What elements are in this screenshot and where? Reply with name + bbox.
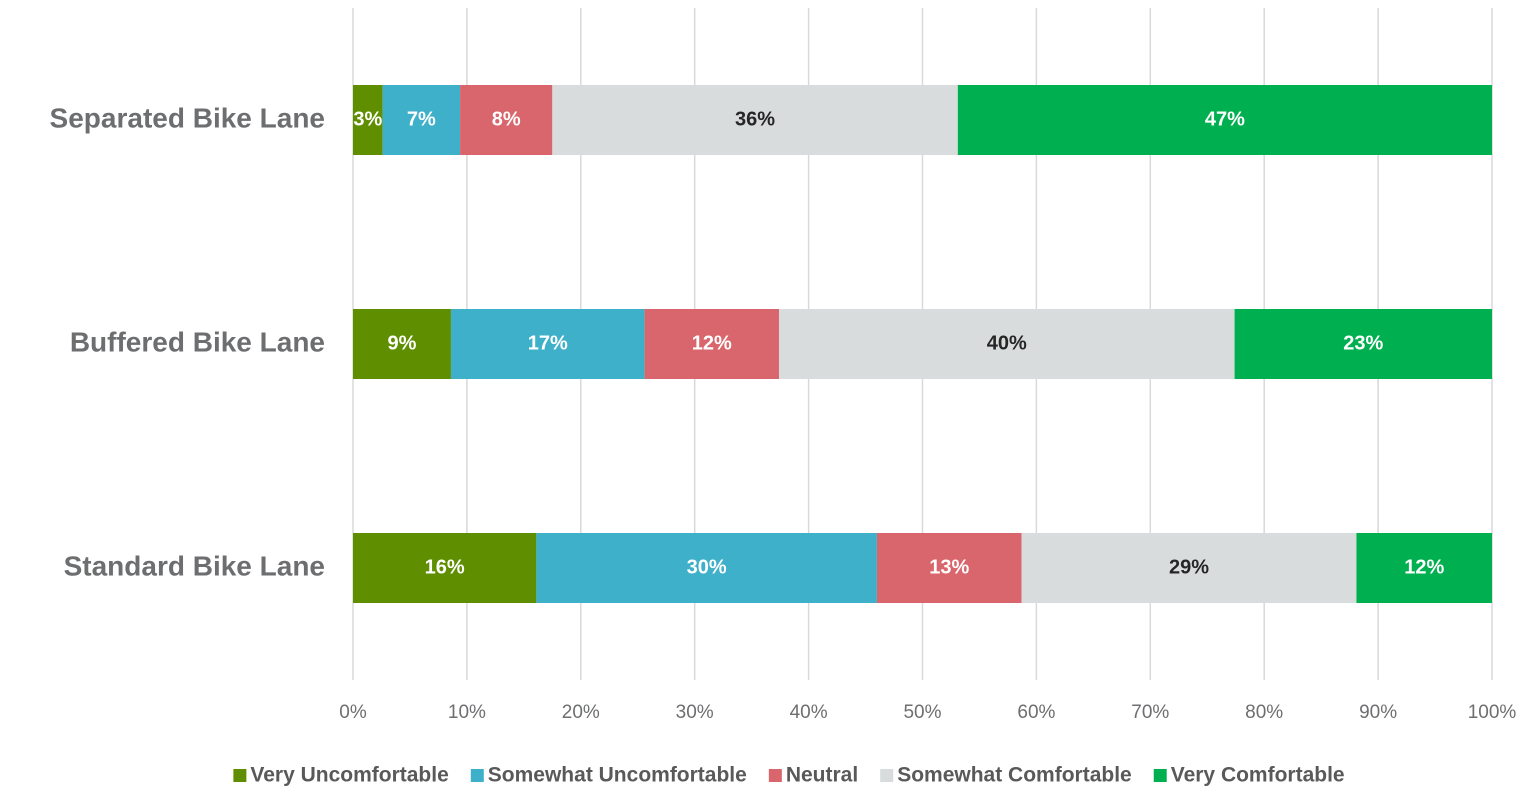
data-label: 16% (425, 556, 465, 578)
data-label: 36% (735, 108, 775, 130)
legend-label: Very Uncomfortable (250, 764, 448, 787)
legend-swatch (768, 769, 782, 782)
x-tick-label: 50% (903, 702, 941, 723)
bar-segment (353, 85, 383, 155)
legend-swatch (880, 769, 894, 782)
category-label: Buffered Bike Lane (70, 326, 325, 357)
data-label: 12% (1404, 556, 1444, 578)
x-tick-label: 40% (790, 702, 828, 723)
data-label: 9% (388, 332, 417, 354)
data-label: 13% (929, 556, 969, 578)
legend-label: Somewhat Comfortable (897, 764, 1132, 787)
data-label: 7% (407, 108, 436, 130)
bar-segment (536, 533, 877, 603)
bar-segment (957, 85, 1492, 155)
data-label: 23% (1343, 332, 1383, 354)
x-tick-label: 10% (448, 702, 486, 723)
data-label: 40% (987, 332, 1027, 354)
legend-label: Neutral (786, 764, 858, 787)
data-label: 3% (353, 108, 382, 130)
bar-segment (552, 85, 958, 155)
data-label: 12% (692, 332, 732, 354)
x-tick-label: 70% (1131, 702, 1169, 723)
x-tick-label: 100% (1468, 702, 1517, 723)
x-tick-label: 90% (1359, 702, 1397, 723)
bar-segment (382, 85, 461, 155)
bar-segment (1021, 533, 1357, 603)
bar-segment (450, 309, 645, 379)
x-tick-label: 60% (1017, 702, 1055, 723)
data-label: 29% (1169, 556, 1209, 578)
bar-segment (353, 309, 451, 379)
x-tick-label: 0% (339, 702, 367, 723)
bar-segment (1356, 533, 1492, 603)
bar-segment (460, 85, 553, 155)
category-label: Separated Bike Lane (50, 102, 325, 133)
legend: Very Uncomfortable Somewhat Uncomfortable… (233, 764, 1345, 787)
legend-swatch (470, 769, 484, 782)
data-label: 17% (528, 332, 568, 354)
data-label: 8% (492, 108, 521, 130)
bar-segment (778, 309, 1235, 379)
x-tick-label: 30% (676, 702, 714, 723)
legend-label: Somewhat Uncomfortable (488, 764, 747, 787)
legend-label: Very Comfortable (1171, 764, 1345, 787)
bar-segment (1234, 309, 1492, 379)
x-tick-label: 80% (1245, 702, 1283, 723)
category-label: Standard Bike Lane (64, 550, 325, 581)
bar-segment (353, 533, 537, 603)
bar-segment (876, 533, 1022, 603)
legend-swatch (233, 769, 247, 782)
bar-segment (644, 309, 779, 379)
data-label: 47% (1205, 108, 1245, 130)
x-tick-label: 20% (562, 702, 600, 723)
legend-swatch (1153, 769, 1167, 782)
data-label: 30% (687, 556, 727, 578)
